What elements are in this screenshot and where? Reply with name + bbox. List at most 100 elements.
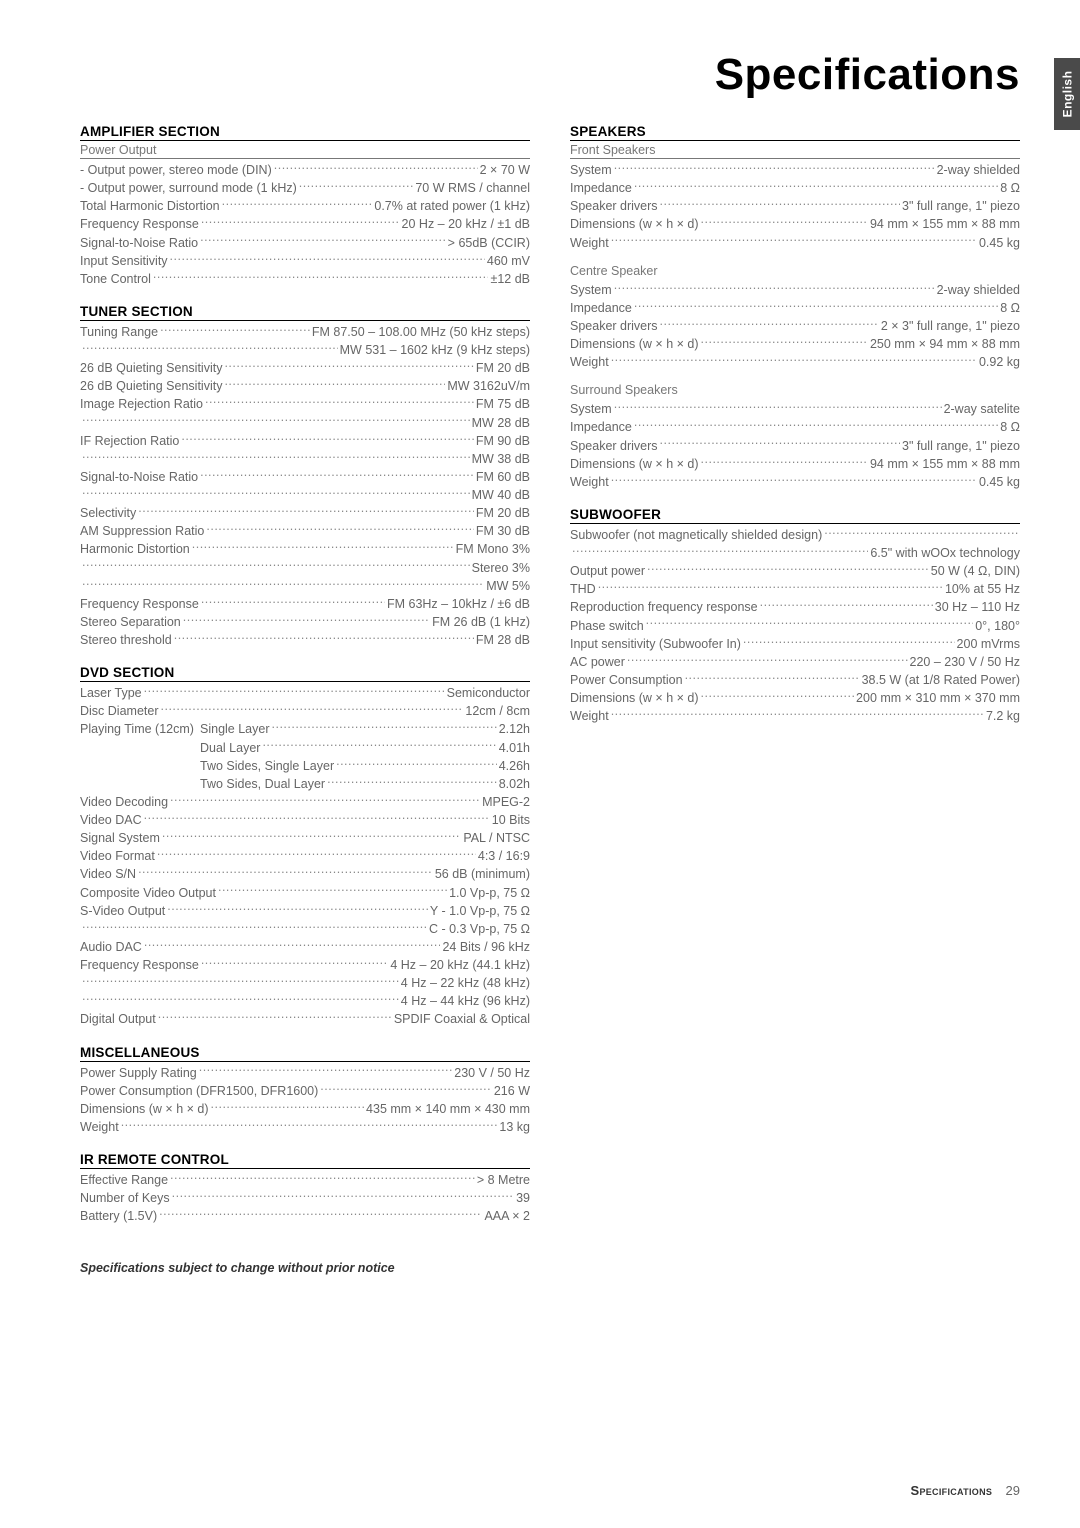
leader-dots	[760, 599, 933, 612]
spec-label: Weight	[570, 353, 609, 371]
spec-label: Stereo Separation	[80, 613, 181, 631]
spec-line: MW 38 dB	[80, 450, 530, 468]
dvd-rows: Laser TypeSemiconductorDisc Diameter12cm…	[80, 684, 530, 1028]
spec-label: Signal System	[80, 829, 160, 847]
spec-line: Impedance8 Ω	[570, 418, 1020, 436]
spec-value: > 65dB (CCIR)	[448, 234, 530, 252]
spec-value: 8 Ω	[1000, 299, 1020, 317]
leader-dots	[170, 252, 485, 265]
leader-dots	[144, 812, 490, 825]
page: Specifications AMPLIFIER SECTION Power O…	[0, 0, 1080, 1528]
leader-dots	[660, 437, 900, 450]
spec-value: 435 mm × 140 mm × 430 mm	[366, 1100, 530, 1118]
spec-line: System2-way shielded	[570, 281, 1020, 299]
spec-label: S-Video Output	[80, 902, 165, 920]
spec-label: Effective Range	[80, 1171, 168, 1189]
leader-dots	[138, 866, 433, 879]
centre-speaker-subheading: Centre Speaker	[570, 264, 1020, 279]
spec-value: 10 Bits	[492, 811, 530, 829]
spec-value: 2-way shielded	[937, 281, 1020, 299]
spec-value: MW 3162uV/m	[447, 377, 530, 395]
spec-value: 70 W RMS / channel	[415, 179, 530, 197]
spec-label: Signal-to-Noise Ratio	[80, 468, 198, 486]
leader-dots	[611, 354, 977, 367]
spec-line: Video Format 4:3 / 16:9	[80, 847, 530, 865]
leader-dots	[161, 703, 464, 716]
spec-label: Disc Diameter	[80, 702, 159, 720]
spec-value: 12cm / 8cm	[465, 702, 530, 720]
spec-value: 0.7% at rated power (1 kHz)	[374, 197, 530, 215]
spec-line: Playing Time (12cm)Single Layer2.12h	[80, 720, 530, 738]
leader-dots	[183, 613, 430, 626]
spec-line: Input Sensitivity460 mV	[80, 252, 530, 270]
spec-label: Impedance	[570, 299, 632, 317]
leader-dots	[299, 180, 414, 193]
surround-speakers-rows: System2-way sateliteImpedance8 ΩSpeaker …	[570, 400, 1020, 491]
spec-label: Frequency Response	[80, 956, 199, 974]
front-speakers-rows: System2-way shieldedImpedance8 ΩSpeaker …	[570, 161, 1020, 252]
spec-label: Image Rejection Ratio	[80, 395, 203, 413]
spec-label: Impedance	[570, 179, 632, 197]
leader-dots	[614, 281, 935, 294]
change-notice: Specifications subject to change without…	[80, 1261, 530, 1275]
spec-label: Power Consumption	[570, 671, 683, 689]
spec-label: Number of Keys	[80, 1189, 170, 1207]
leader-dots	[224, 360, 473, 373]
spec-line: - Output power, stereo mode (DIN)2 × 70 …	[80, 161, 530, 179]
spec-value: AAA × 2	[484, 1207, 530, 1225]
spec-line: IF Rejection RatioFM 90 dB	[80, 432, 530, 450]
subwoofer-rows: Subwoofer (not magnetically shielded des…	[570, 526, 1020, 725]
spec-label: Frequency Response	[80, 595, 199, 613]
spec-line: Effective Range> 8 Metre	[80, 1171, 530, 1189]
spec-label: Input Sensitivity	[80, 252, 168, 270]
spec-value: ±12 dB	[490, 270, 530, 288]
spec-line: Speaker drivers3" full range, 1" piezo	[570, 197, 1020, 215]
leader-dots	[200, 468, 474, 481]
leader-dots	[824, 526, 1018, 539]
spec-label: Two Sides, Dual Layer	[80, 775, 325, 793]
leader-dots	[320, 1082, 492, 1095]
spec-label: Frequency Response	[80, 215, 199, 233]
leader-dots	[159, 1208, 482, 1221]
leader-dots	[82, 975, 399, 988]
spec-label: 26 dB Quieting Sensitivity	[80, 359, 222, 377]
spec-label: Audio DAC	[80, 938, 142, 956]
leader-dots	[224, 378, 445, 391]
spec-line: SelectivityFM 20 dB	[80, 504, 530, 522]
spec-label: Digital Output	[80, 1010, 156, 1028]
misc-heading: MISCELLANEOUS	[80, 1045, 530, 1062]
spec-value: 39	[516, 1189, 530, 1207]
leader-dots	[614, 401, 942, 414]
spec-value: FM 60 dB	[476, 468, 530, 486]
spec-value: 250 mm × 94 mm × 88 mm	[870, 335, 1020, 353]
spec-line: Dimensions (w × h × d)94 mm × 155 mm × 8…	[570, 215, 1020, 233]
centre-speaker-rows: System2-way shieldedImpedance8 ΩSpeaker …	[570, 281, 1020, 372]
spec-value: 4:3 / 16:9	[478, 847, 530, 865]
spec-value: 94 mm × 155 mm × 88 mm	[870, 215, 1020, 233]
spec-value: MW 531 – 1602 kHz (9 kHz steps)	[340, 341, 530, 359]
spec-value: 3" full range, 1" piezo	[902, 197, 1020, 215]
spec-line: Two Sides, Dual Layer8.02h	[80, 775, 530, 793]
spec-label: Dual Layer	[80, 739, 260, 757]
spec-label: THD	[570, 580, 596, 598]
spec-label: Power Supply Rating	[80, 1064, 197, 1082]
spec-value: C - 0.3 Vp-p, 75 Ω	[429, 920, 530, 938]
leader-dots	[160, 323, 310, 336]
leader-dots	[138, 505, 474, 518]
spec-value: FM 90 dB	[476, 432, 530, 450]
spec-value: MW 5%	[486, 577, 530, 595]
spec-line: Impedance 8 Ω	[570, 299, 1020, 317]
leader-dots	[201, 595, 385, 608]
spec-label: Video Format	[80, 847, 155, 865]
spec-value: 20 Hz – 20 kHz / ±1 dB	[402, 215, 530, 233]
spec-label: Total Harmonic Distortion	[80, 197, 220, 215]
leader-dots	[611, 708, 984, 721]
leader-dots	[82, 993, 399, 1006]
spec-value: 38.5 W (at 1/8 Rated Power)	[862, 671, 1020, 689]
spec-line: Video DecodingMPEG-2	[80, 793, 530, 811]
leader-dots	[201, 957, 389, 970]
spec-value: 216 W	[494, 1082, 530, 1100]
spec-value: 0.92 kg	[979, 353, 1020, 371]
spec-line: Total Harmonic Distortion 0.7% at rated p…	[80, 197, 530, 215]
spec-line: Speaker drivers3" full range, 1" piezo	[570, 437, 1020, 455]
